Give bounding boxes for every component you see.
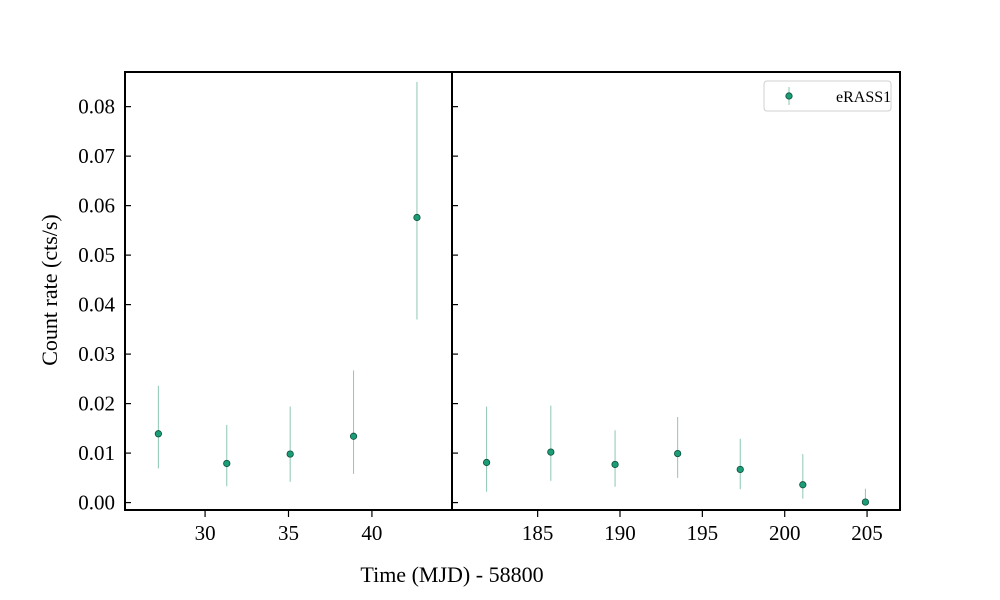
data-point [611, 460, 619, 469]
x-tick-label: 185 [522, 521, 554, 545]
y-tick-label: 0.08 [78, 95, 115, 119]
y-tick-label: 0.07 [78, 144, 115, 168]
data-point [736, 465, 744, 474]
x-tick-label: 30 [195, 521, 216, 545]
data-point [799, 481, 807, 489]
left-panel-frame [124, 71, 453, 511]
data-point [286, 450, 294, 458]
x-tick-label: 200 [769, 521, 801, 545]
data-point [223, 459, 231, 468]
data-point [413, 213, 421, 222]
legend-marker [785, 92, 793, 100]
y-axis-label: Count rate (cts/s) [37, 214, 62, 366]
y-tick-label: 0.00 [78, 491, 115, 515]
y-tick-label: 0.03 [78, 342, 115, 366]
x-tick-label: 195 [687, 521, 719, 545]
data-point [349, 432, 358, 440]
data-point [482, 458, 491, 467]
right-panel-frame [451, 71, 901, 511]
data-point [154, 430, 162, 438]
y-tick-label: 0.05 [78, 243, 115, 267]
legend-label: eRASS1 [836, 89, 891, 106]
legend-box [763, 80, 892, 112]
legend: eRASS1 [763, 80, 892, 112]
y-tick-label: 0.01 [78, 441, 115, 465]
data-point [674, 449, 682, 458]
x-tick-label: 190 [604, 521, 636, 545]
x-tick-label: 35 [278, 521, 299, 545]
x-tick-label: 40 [361, 521, 382, 545]
x-axis-label: Time (MJD) - 58800 [360, 562, 543, 587]
y-tick-label: 0.04 [78, 293, 115, 317]
right-panel: 185 190 195 200 205 [451, 71, 901, 545]
x-tick-label: 205 [851, 521, 883, 545]
data-point [861, 498, 870, 506]
y-tick-label: 0.06 [78, 194, 115, 218]
y-tick-label: 0.02 [78, 392, 115, 416]
data-point [547, 448, 555, 456]
left-panel: 0.00 0.01 0.02 0.03 0.04 0.05 0.06 0.07 0.08 30 35… [78, 71, 453, 545]
